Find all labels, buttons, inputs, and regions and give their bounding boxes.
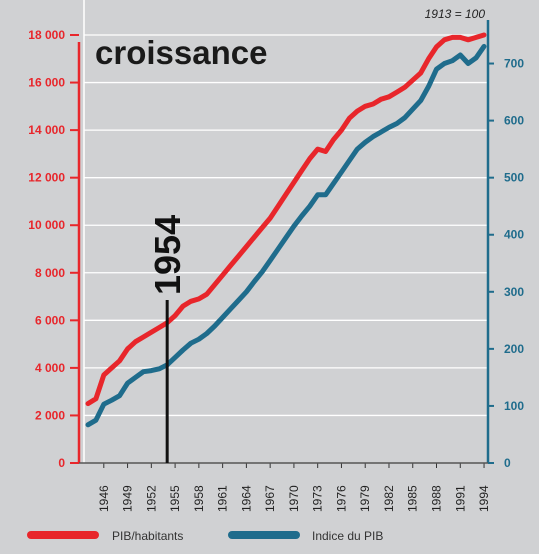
left-tick-label: 12 000 (28, 171, 65, 185)
x-axis-ticks: 1946 1949 1952 1955 1958 1961 1964 1967 1970 1973… (97, 463, 491, 512)
left-tick-label: 14 000 (28, 123, 65, 137)
series-lines (85, 32, 487, 428)
x-tick-label: 1994 (477, 485, 491, 512)
x-tick-label: 1988 (430, 485, 444, 512)
x-tick-label: 1979 (358, 485, 372, 512)
legend-label-indice-du-pib: Indice du PIB (312, 529, 383, 543)
x-tick-label: 1991 (453, 485, 467, 512)
x-tick-label: 1955 (168, 485, 182, 512)
chart-title: croissance (95, 34, 267, 71)
right-tick-label: 200 (504, 342, 524, 356)
x-tick-label: 1952 (144, 485, 158, 512)
x-tick-label: 1961 (216, 485, 230, 512)
left-tick-label: 18 000 (28, 28, 65, 42)
series-line-indice-du-pib (85, 43, 487, 428)
x-tick-label: 1970 (287, 485, 301, 512)
x-tick-label: 1985 (406, 485, 420, 512)
right-tick-label: 600 (504, 114, 524, 128)
annotation-label: 1954 (147, 215, 188, 295)
legend-swatch-pib-habitants (27, 531, 99, 539)
series-line-pib-habitants (85, 32, 487, 407)
axes (77, 0, 490, 464)
left-tick-label: 6 000 (35, 313, 65, 327)
index-base-note: 1913 = 100 (425, 7, 486, 21)
right-axis-ticks: 0 100 200 300 400 500 600 700 (488, 57, 524, 470)
x-tick-label: 1958 (192, 485, 206, 512)
right-tick-label: 0 (504, 456, 511, 470)
left-tick-label: 10 000 (28, 218, 65, 232)
x-tick-label: 1964 (239, 485, 253, 512)
left-tick-label: 4 000 (35, 361, 65, 375)
left-tick-label: 0 (58, 456, 65, 470)
x-tick-label: 1976 (334, 485, 348, 512)
x-tick-label: 1967 (263, 485, 277, 512)
x-tick-label: 1973 (311, 485, 325, 512)
x-tick-label: 1982 (382, 485, 396, 512)
year-annotation: 1954 (147, 215, 188, 463)
x-tick-label: 1949 (121, 485, 135, 512)
grid-lines (84, 34, 488, 417)
left-tick-label: 2 000 (35, 408, 65, 422)
right-tick-label: 300 (504, 285, 524, 299)
left-axis-ticks: 0 2 000 4 000 6 000 8 000 10 000 12 000 14 000 1… (28, 28, 79, 470)
legend-label-pib-habitants: PIB/habitants (112, 529, 183, 543)
left-tick-label: 16 000 (28, 76, 65, 90)
left-tick-label: 8 000 (35, 266, 65, 280)
right-tick-label: 500 (504, 171, 524, 185)
right-tick-label: 100 (504, 399, 524, 413)
legend-swatch-indice-du-pib (228, 531, 300, 539)
legend: PIB/habitants Indice du PIB (27, 529, 383, 543)
x-tick-label: 1946 (97, 485, 111, 512)
right-tick-label: 400 (504, 228, 524, 242)
right-tick-label: 700 (504, 57, 524, 71)
